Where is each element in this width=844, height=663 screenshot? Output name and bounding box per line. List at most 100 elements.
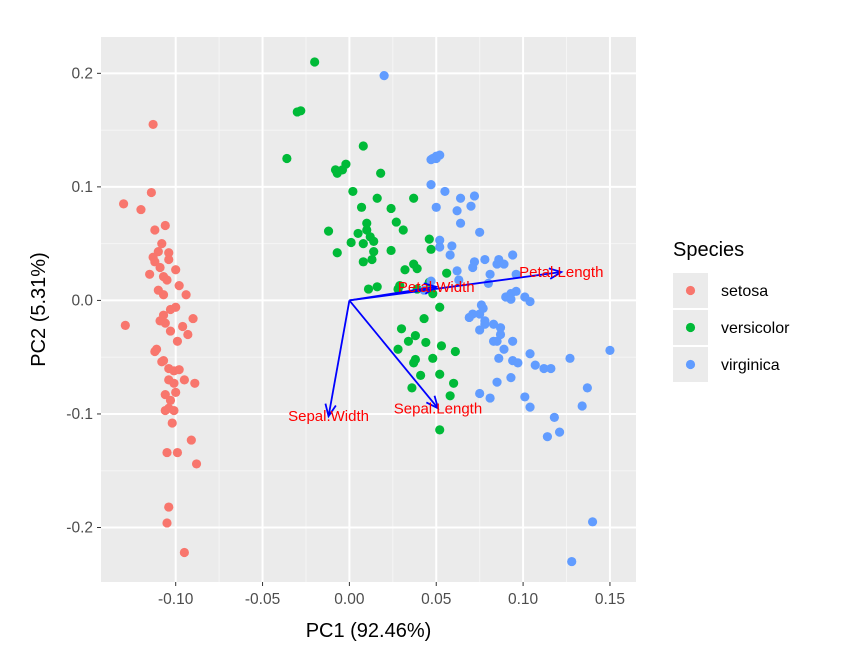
point-virginica — [492, 377, 502, 387]
point-virginica — [530, 360, 540, 370]
point-virginica — [452, 206, 462, 216]
point-virginica — [520, 392, 530, 402]
point-virginica — [379, 71, 389, 81]
panel-background — [101, 37, 636, 582]
legend-label-versicolor: versicolor — [721, 320, 790, 337]
point-setosa — [165, 326, 176, 336]
x-tick-label: -0.10 — [158, 591, 194, 608]
point-versicolor — [353, 228, 363, 239]
point-setosa — [178, 321, 188, 332]
loading-label-Sepal.Width: Sepal.Width — [288, 408, 369, 425]
point-setosa — [162, 518, 172, 528]
point-virginica — [454, 275, 464, 285]
point-setosa — [169, 366, 179, 376]
point-versicolor — [332, 168, 342, 178]
point-setosa — [179, 375, 189, 385]
point-virginica — [546, 363, 556, 374]
point-virginica — [426, 180, 436, 190]
point-virginica — [495, 323, 506, 333]
legend-key-point-virginica — [685, 359, 696, 370]
point-versicolor — [393, 344, 403, 354]
x-axis-title: PC1 (92.46%) — [306, 620, 432, 642]
point-setosa — [190, 378, 200, 388]
loading-arrows — [324, 267, 564, 419]
point-versicolor — [363, 284, 374, 294]
point-virginica — [508, 250, 518, 260]
point-versicolor — [436, 341, 447, 351]
point-setosa — [160, 405, 170, 416]
point-setosa — [169, 378, 179, 388]
point-versicolor — [358, 257, 368, 267]
point-setosa — [165, 395, 176, 405]
x-tick-label: 0.00 — [334, 591, 365, 608]
point-setosa — [162, 447, 172, 458]
point-versicolor — [435, 425, 445, 435]
point-versicolor — [442, 268, 452, 278]
point-setosa — [191, 459, 202, 469]
point-setosa — [181, 290, 191, 300]
y-tick-label: -0.1 — [66, 406, 93, 423]
point-setosa — [155, 262, 165, 273]
point-setosa — [164, 254, 174, 265]
y-tick-label: 0.1 — [71, 179, 93, 196]
point-virginica — [499, 344, 509, 354]
point-versicolor — [346, 237, 356, 248]
point-setosa — [158, 290, 169, 300]
point-versicolor — [358, 239, 368, 249]
y-axis-title: PC2 (5.31%) — [28, 252, 50, 367]
point-setosa — [171, 265, 181, 275]
point-versicolor — [372, 193, 382, 203]
arrowhead-Petal.Length — [548, 267, 564, 280]
point-versicolor — [409, 193, 419, 203]
point-versicolor — [410, 331, 420, 341]
point-setosa — [167, 418, 177, 428]
point-virginica — [435, 235, 445, 245]
point-versicolor — [362, 225, 372, 235]
point-virginica — [511, 286, 521, 296]
point-versicolor — [356, 202, 367, 212]
point-versicolor — [386, 245, 396, 256]
point-setosa — [162, 275, 172, 285]
point-virginica — [475, 309, 485, 319]
point-versicolor — [372, 282, 382, 292]
point-versicolor — [367, 254, 377, 265]
point-versicolor — [435, 302, 445, 312]
point-virginica — [445, 250, 455, 260]
loading-label-Petal.Width: Petal.Width — [398, 279, 475, 296]
point-virginica — [525, 402, 535, 412]
point-virginica — [488, 319, 499, 329]
point-setosa — [148, 119, 158, 130]
point-versicolor — [369, 236, 379, 246]
point-versicolor — [403, 336, 414, 346]
point-setosa — [146, 187, 156, 198]
point-virginica — [513, 358, 523, 368]
point-versicolor — [435, 369, 445, 379]
point-setosa — [150, 346, 160, 357]
point-virginica — [480, 254, 490, 265]
loading-label-Petal.Length: Petal.Length — [519, 264, 603, 281]
point-virginica — [455, 193, 466, 203]
legend-key-point-versicolor — [685, 322, 696, 333]
point-setosa — [165, 304, 176, 315]
arrowhead-Sepal.Width — [324, 403, 337, 419]
point-setosa — [160, 318, 170, 328]
point-virginica — [447, 241, 457, 251]
y-tick-label: 0.0 — [71, 292, 93, 309]
point-virginica — [565, 353, 575, 363]
legend-label-setosa: setosa — [721, 283, 768, 300]
point-virginica — [499, 259, 509, 269]
arrowhead-Sepal.Length — [425, 395, 440, 410]
legend-entries: setosa versicolor virginica — [673, 273, 790, 382]
point-virginica — [469, 191, 480, 201]
point-virginica — [475, 227, 485, 237]
point-virginica — [431, 202, 441, 212]
point-virginica — [492, 336, 502, 346]
point-setosa — [172, 447, 183, 458]
point-virginica — [525, 349, 535, 359]
point-versicolor — [428, 353, 438, 363]
point-setosa — [150, 225, 160, 235]
point-virginica — [605, 345, 615, 355]
point-versicolor — [296, 106, 306, 116]
point-setosa — [171, 387, 181, 397]
legend: Species setosa versicolor virginica — [673, 239, 790, 382]
